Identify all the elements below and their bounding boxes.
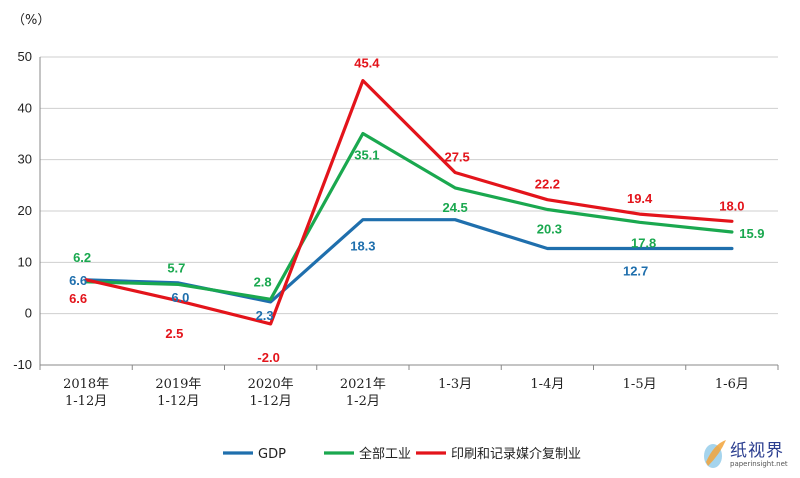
axes <box>39 57 779 370</box>
data-label: 15.9 <box>739 226 764 241</box>
y-tick-label: -10 <box>13 357 32 372</box>
data-label: 20.3 <box>537 221 562 236</box>
data-label: 2.5 <box>165 326 183 341</box>
legend: GDP 全部工业 印刷和记录媒介复制业 <box>223 446 581 462</box>
data-label: 19.4 <box>627 191 653 206</box>
watermark-text: 纸视界 <box>730 441 784 461</box>
data-label: 2.3 <box>256 308 274 323</box>
data-label: 12.7 <box>623 263 648 278</box>
x-tick-label: 1-4月 <box>530 377 564 392</box>
data-label: 6.0 <box>171 290 189 305</box>
y-tick-label: 30 <box>18 152 32 167</box>
gridlines <box>40 56 778 366</box>
x-tick-label: 2020年 <box>248 377 294 392</box>
data-label: 27.5 <box>444 150 469 165</box>
x-tick-label: 1-3月 <box>438 377 472 392</box>
data-label: 6.6 <box>69 273 87 288</box>
x-tick-label: 2019年 <box>155 377 201 392</box>
series-line-2 <box>84 78 734 326</box>
x-tick-label: 1-12月 <box>250 394 292 409</box>
watermark-url: paperinsight.net <box>730 460 788 468</box>
x-tick-label: 2021年 <box>340 377 386 392</box>
data-label: 17.8 <box>631 235 656 250</box>
data-label: 6.6 <box>69 291 87 306</box>
y-tick-labels: -10 0 10 20 30 40 50 <box>13 49 32 372</box>
data-label: -2.0 <box>257 350 279 365</box>
legend-label: 全部工业 <box>359 446 411 462</box>
y-tick-label: 0 <box>25 306 32 321</box>
series-lines <box>84 78 734 326</box>
y-tick-label: 20 <box>18 203 32 218</box>
legend-label: GDP <box>258 447 286 462</box>
x-tick-label: 2018年 <box>63 377 109 392</box>
data-label: 5.7 <box>167 260 185 275</box>
watermark-logo: 纸视界 paperinsight.net <box>702 436 798 476</box>
data-label: 18.0 <box>719 198 744 213</box>
data-labels: 6.6 6.0 2.3 18.3 12.7 6.2 5.7 2.8 35.1 24.5 20.3 17… <box>69 56 764 365</box>
data-label: 24.5 <box>442 200 467 215</box>
data-label: 18.3 <box>350 239 375 254</box>
data-label: 35.1 <box>354 147 379 162</box>
data-label: 45.4 <box>354 56 380 71</box>
legend-label: 印刷和记录媒介复制业 <box>451 447 581 462</box>
y-tick-label: 50 <box>18 49 32 64</box>
x-tick-labels: 2018年 1-12月 2019年 1-12月 2020年 1-12月 2021年 1-2月 1… <box>63 377 749 409</box>
leaf-logo-icon <box>704 440 726 468</box>
x-tick-label: 1-12月 <box>157 394 199 409</box>
y-axis-unit-label: （%） <box>12 13 50 28</box>
data-label: 22.2 <box>535 177 560 192</box>
x-tick-label: 1-2月 <box>346 394 380 409</box>
y-tick-label: 40 <box>18 100 32 115</box>
y-tick-label: 10 <box>18 254 32 269</box>
x-tick-label: 1-12月 <box>65 394 107 409</box>
data-label: 6.2 <box>73 250 91 265</box>
data-label: 2.8 <box>254 274 272 289</box>
series-line-1 <box>84 131 734 301</box>
x-tick-label: 1-5月 <box>623 377 657 392</box>
x-tick-label: 1-6月 <box>715 377 749 392</box>
